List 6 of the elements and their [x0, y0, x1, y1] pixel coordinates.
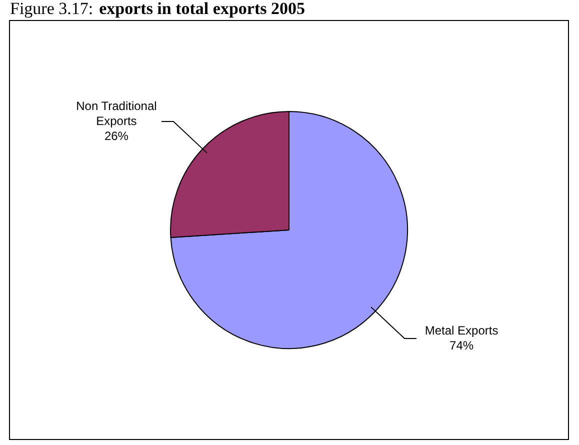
- chart-title: Figure 3.17:: [10, 0, 94, 18]
- chart-subtitle: exports in total exports 2005: [99, 0, 305, 18]
- slice-label: Non Traditional Exports: [76, 99, 157, 128]
- data-label: 74%: [450, 338, 474, 352]
- data-label: 26%: [104, 129, 129, 143]
- slice-label: Metal Exports: [424, 324, 498, 338]
